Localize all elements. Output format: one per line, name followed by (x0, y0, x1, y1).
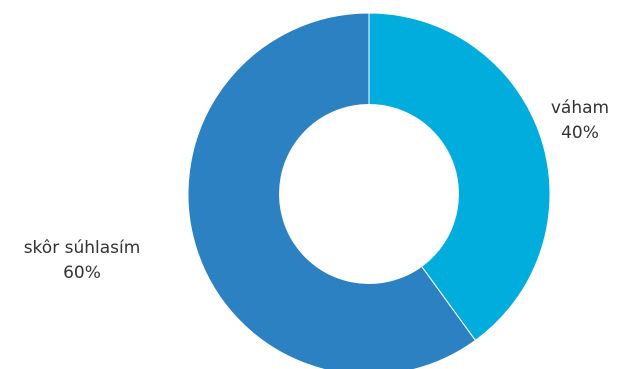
slice-label-skor-suhlasim-name: skôr súhlasím (23, 238, 141, 258)
slice-label-vaham-value: 40% (561, 123, 599, 143)
donut-hole (279, 104, 459, 284)
slice-váham (368, 12, 551, 342)
slice-label-skor-suhlasim-value: 60% (63, 263, 101, 283)
slice-label-vaham-name: váham (550, 98, 610, 118)
slice-label-vaham: váham 40% (530, 96, 621, 146)
slice-label-skor-suhlasim: skôr súhlasím 60% (0, 236, 164, 286)
